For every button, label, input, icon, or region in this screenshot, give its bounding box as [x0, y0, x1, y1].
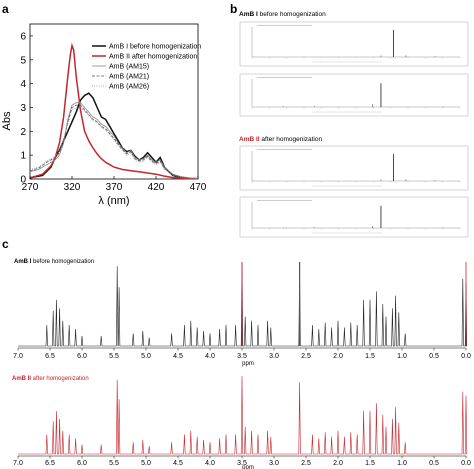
panel-letter-a: a [2, 2, 9, 16]
nmr-tick-label: 3.0 [269, 460, 279, 467]
series-line-4 [29, 107, 199, 179]
series-line-0 [29, 92, 199, 180]
nmr-tick-label: 6.5 [45, 353, 55, 360]
x-tick-label: 270 [22, 182, 39, 193]
nmr-tick-label: 0.0 [461, 353, 471, 360]
nmr-tick-label: 0.5 [429, 353, 439, 360]
nmr-tick-label: 1.0 [397, 353, 407, 360]
y-axis-label: Abs [1, 111, 13, 130]
y-tick-label: 2 [20, 127, 26, 138]
y-tick-label: 1 [20, 151, 26, 162]
nmr-spectrum-trace-0 [18, 261, 468, 347]
x-tick-label: 470 [190, 182, 207, 193]
ms-spectrum-frame-1 [239, 73, 469, 117]
nmr-axis-bottom: 7.0 6.5 6.0 5.5 5.0 4.5 4.0 3.5 3.0 2.5 2.0 1.5 1.0 0… [13, 455, 471, 469]
nmr-tick-label: 7.0 [13, 353, 23, 360]
legend: AmB I before homogenization AmB II after … [92, 44, 201, 91]
nmr-title-top-bold: AmB I [14, 259, 32, 265]
legend-label-4: AmB (AM26) [109, 84, 149, 91]
nmr-tick-label: 1.5 [365, 460, 375, 467]
nmr-tick-label: 3.5 [237, 460, 247, 467]
ms-spectrum-frame-0 [239, 21, 469, 67]
nmr-title-top: AmB I before homogenization [14, 259, 94, 265]
nmr-tick-label: 3.5 [237, 353, 247, 360]
x-axis-label: λ (nm) [98, 195, 129, 207]
nmr-tick-label: 7.0 [13, 460, 23, 467]
x-tick-label: 420 [148, 182, 165, 193]
nmr-tick-label: 2.5 [301, 460, 311, 467]
legend-label-2: AmB (AM15) [109, 64, 149, 71]
ms-title-bottom: AmB II after homogenization [239, 136, 322, 143]
y-tick-label: 0 [20, 175, 26, 186]
nmr-tick-label: 5.0 [141, 353, 151, 360]
nmr-axis-top: 7.0 6.5 6.0 5.5 5.0 4.5 4.0 3.5 3.0 2.5 2.0 1.5 1.0 0… [13, 347, 471, 367]
nmr-tick-label: 4.0 [205, 460, 215, 467]
panel-letter-b: b [230, 2, 237, 16]
nmr-tick-label: 2.5 [301, 353, 311, 360]
ms-title-top: AmB I before homogenization [239, 11, 326, 18]
nmr-title-bottom-rest: after homogenization [31, 376, 89, 382]
nmr-x-unit: ppm [242, 361, 254, 367]
y-tick-label: 5 [20, 55, 26, 66]
ms-title-bottom-rest: after homogenization [260, 136, 323, 143]
y-tick-label: 4 [20, 79, 26, 90]
x-tick-labels: 270 320 370 420 470 [22, 176, 207, 193]
ms-title-top-rest: before homogenization [258, 11, 326, 18]
nmr-title-bottom-bold: AmB II [12, 376, 31, 382]
series-line-3 [29, 104, 199, 179]
nmr-tick-label: 4.5 [173, 353, 183, 360]
nmr-tick-label: 3.0 [269, 353, 279, 360]
nmr-tick-label: 1.0 [397, 460, 407, 467]
nmr-title-top-rest: before homogenization [31, 259, 94, 265]
nmr-tick-label: 4.5 [173, 460, 183, 467]
uv-absorbance-chart: 270 320 370 420 470 0 1 2 3 4 5 6 λ (nm) Abs AmB I… [1, 23, 207, 207]
nmr-spectrum-trace-1 [18, 375, 468, 455]
nmr-x-unit: ppm [242, 465, 254, 469]
nmr-tick-label: 1.5 [365, 353, 375, 360]
legend-label-3: AmB (AM21) [109, 74, 149, 81]
ms-title-bottom-bold: AmB II [239, 136, 260, 143]
legend-label-0: AmB I before homogenization [109, 44, 201, 51]
y-tick-labels: 0 1 2 3 4 5 6 [20, 31, 33, 186]
legend-label-1: AmB II after homogenization [109, 54, 197, 61]
nmr-tick-label: 5.5 [109, 460, 119, 467]
panel-letter-c: c [2, 237, 9, 251]
x-tick-label: 320 [64, 182, 81, 193]
mass-spectra-panel: AmB I before homogenization AmB II after… [239, 11, 469, 238]
nmr-spectra [18, 261, 468, 455]
nmr-tick-label: 2.0 [333, 460, 343, 467]
y-tick-label: 3 [20, 103, 26, 114]
ms-spectra [239, 21, 469, 238]
nmr-tick-label: 6.0 [77, 353, 87, 360]
series-line-2 [29, 102, 199, 179]
y-tick-label: 6 [20, 31, 26, 42]
ms-spectrum-frame-2 [239, 145, 469, 191]
series-line-1 [29, 42, 199, 180]
ms-spectrum-frame-3 [239, 196, 469, 238]
nmr-tick-label: 5.5 [109, 353, 119, 360]
nmr-tick-label: 6.0 [77, 460, 87, 467]
x-tick-label: 370 [106, 182, 123, 193]
nmr-panel: AmB I before homogenization AmB II after… [12, 259, 471, 469]
nmr-tick-label: 4.0 [205, 353, 215, 360]
nmr-tick-label: 6.5 [45, 460, 55, 467]
ms-title-top-bold: AmB I [239, 11, 258, 18]
nmr-tick-label: 0.0 [461, 460, 471, 467]
nmr-tick-label: 2.0 [333, 353, 343, 360]
series-group [29, 42, 199, 180]
nmr-title-bottom: AmB II after homogenization [12, 376, 89, 382]
nmr-tick-label: 5.0 [141, 460, 151, 467]
nmr-tick-label: 0.5 [429, 460, 439, 467]
